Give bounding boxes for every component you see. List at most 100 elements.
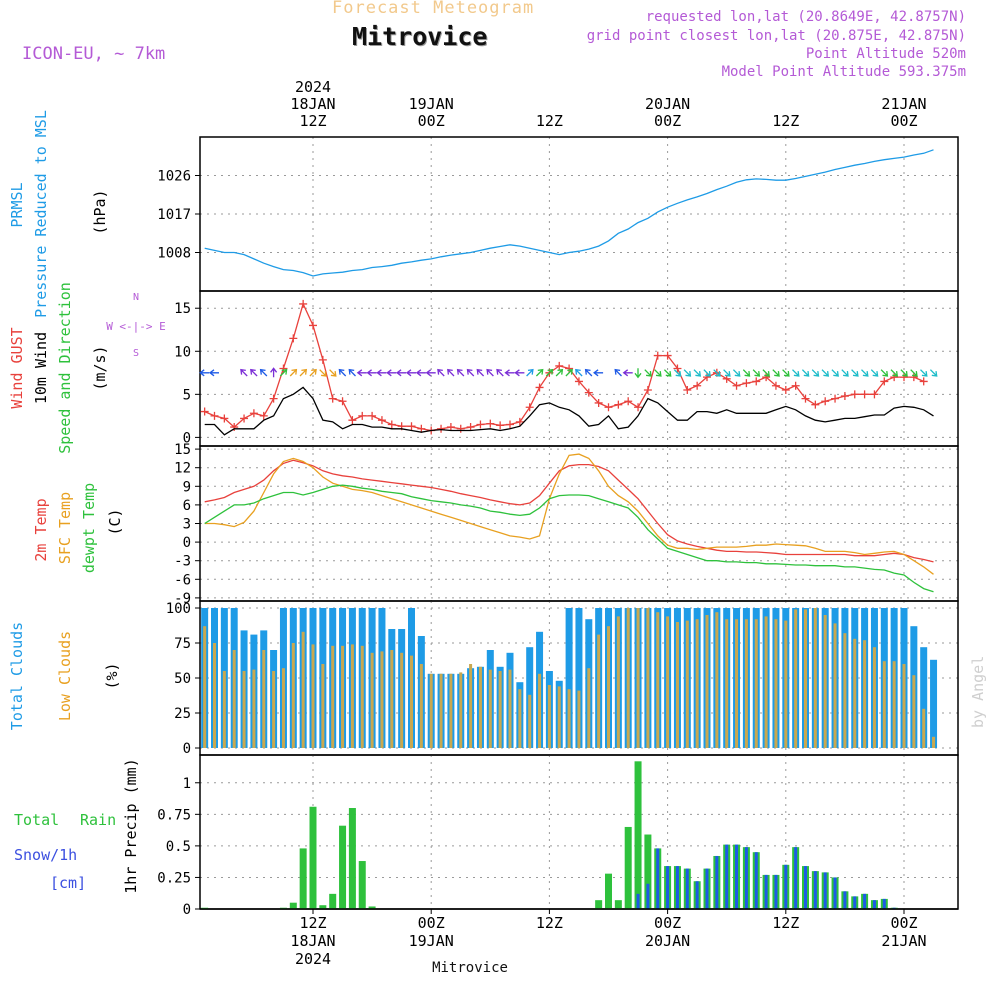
bottom-time-label: 00Z [654,914,681,932]
wind-gust-marker [732,381,741,390]
precip-snow-unit: [cm] [50,874,86,892]
wind-direction-arrow [555,368,564,377]
low-cloud-bar [222,671,226,748]
requested-coordinates: requested lon,lat (20.8649E, 42.8757N) [645,9,966,25]
wind-direction-arrow [713,369,721,377]
wind-gust-marker [860,390,869,399]
bottom-time-label: 2024 [295,950,331,968]
wind-direction-arrow [496,368,504,377]
low-cloud-bar [459,672,463,748]
low-cloud-bar [872,647,876,748]
wind-gust-marker [230,423,239,432]
wind-gust-marker [614,400,623,409]
low-cloud-bar [626,608,630,748]
wind-direction-arrow [575,368,583,377]
precip-snow-bar [843,891,847,909]
wind-direction-arrow [396,369,407,377]
wind-gust-marker [210,411,219,420]
wind-gust-marker [240,414,249,423]
wind-gust-marker [387,420,396,429]
low-clouds-label: Low Clouds [56,631,74,721]
precip-snow-bar [715,855,719,909]
top-time-label: 00Z [890,112,917,130]
clouds-y-tick-label: 75 [174,636,191,652]
point-altitude: Point Altitude 520m [805,46,966,62]
low-cloud-bar [853,638,857,748]
precip-snow-bar [685,868,689,909]
low-cloud-bar [892,661,896,748]
model-name: ICON-EU, ~ 7km [22,44,166,64]
precip-snow-bar [813,871,817,909]
precip-snow-label: Snow/1h [14,846,77,864]
wind-gust-marker [338,397,347,406]
low-cloud-bar [350,644,354,748]
low-cloud-bar [922,708,926,748]
wind-gust-marker [693,381,702,390]
wind-direction-arrow [910,369,918,377]
low-cloud-bar [616,616,620,748]
precip-total-bar [358,861,366,909]
wind-gust-marker [506,420,514,429]
low-cloud-bar [262,650,266,748]
wind-gust-marker [624,397,633,406]
wind-direction-arrow [425,369,436,377]
low-cloud-bar [390,650,394,748]
precip-total-bar [644,834,652,909]
wind-gust-marker [801,394,810,403]
low-cloud-bar [656,612,660,748]
top-time-label: 21JAN [881,95,926,113]
low-cloud-bar [291,643,295,748]
low-cloud-bar [587,668,591,748]
top-time-label: 00Z [418,112,445,130]
low-cloud-bar [577,690,581,748]
wind-direction-arrow [782,369,790,377]
temp-dewpt-label: dewpt Temp [80,483,98,573]
low-cloud-bar [213,643,216,748]
low-cloud-bar [567,689,571,748]
wind-direction-arrow [663,369,672,377]
low-cloud-bar [380,651,384,748]
top-time-label: 00Z [654,112,681,130]
bottom-time-label: 20JAN [645,932,690,950]
low-cloud-bar [518,689,522,748]
precip-snow-bar [656,848,660,909]
precip-total-bar [348,808,356,909]
precip-unit: 1hr Precip (mm) [122,758,140,893]
wind-unit: (m/s) [91,345,109,390]
bottom-time-label: 12Z [772,914,799,932]
low-cloud-bar [272,671,276,748]
precip-total-bar [339,825,347,909]
wind-direction-arrow [376,369,387,377]
low-cloud-bar [301,631,305,748]
precip-snow-bar [675,866,679,909]
temperature-y-tick-label: 6 [183,498,191,514]
precip-y-tick-label: 1 [183,776,191,792]
precip-snow-bar [794,847,798,909]
wind-direction-arrow [614,368,622,377]
wind-gust-marker [309,321,317,330]
top-time-label: 20JAN [645,95,690,113]
total-cloud-bar [565,608,573,748]
low-cloud-bar [488,669,492,748]
wind-gust-marker [821,397,830,406]
wind-direction-arrow [654,369,662,377]
low-cloud-bar [695,619,699,748]
wind-direction-arrow [831,369,839,377]
wind-direction-arrow [199,369,210,377]
wind-gust-marker [781,386,790,395]
wind-direction-arrow [447,368,455,377]
low-cloud-bar [311,644,315,748]
temperature-y-tick-label: 9 [183,479,191,495]
temperature-y-tick-label: -6 [174,572,191,588]
low-cloud-bar [675,622,679,748]
total-cloud-bar [575,608,583,748]
wind-gust-marker [417,424,426,433]
precip-snow-bar [853,896,857,909]
wind-direction-arrow [634,368,642,379]
wind-gust-marker [456,424,465,433]
pressure-y-tick-label: 1008 [157,246,191,262]
precip-snow-bar [774,874,778,909]
total-cloud-bar [920,647,928,748]
top-time-label: 2024 [295,78,331,96]
